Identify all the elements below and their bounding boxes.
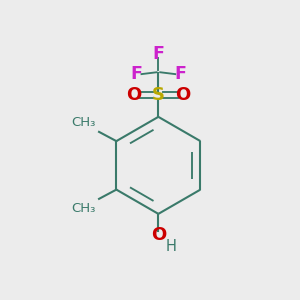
Text: F: F	[152, 46, 164, 64]
Text: H: H	[165, 239, 176, 254]
Text: S: S	[152, 86, 165, 104]
Text: O: O	[175, 86, 190, 104]
Text: O: O	[127, 86, 142, 104]
Text: CH₃: CH₃	[71, 116, 96, 129]
Text: O: O	[151, 226, 166, 244]
Text: F: F	[130, 65, 142, 83]
Text: CH₃: CH₃	[71, 202, 96, 215]
Text: F: F	[174, 65, 186, 83]
